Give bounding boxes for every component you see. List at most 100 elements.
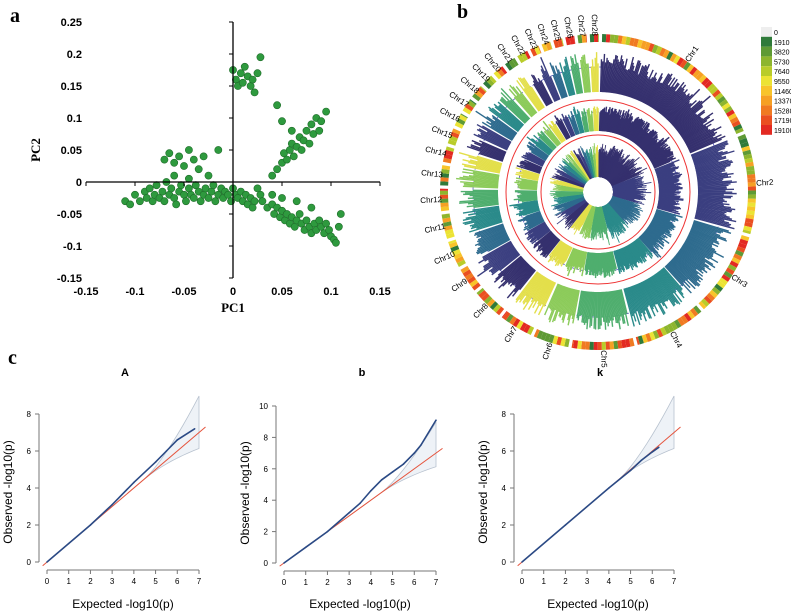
manhattan-bar (590, 148, 597, 178)
manhattan-bar (523, 88, 541, 111)
manhattan-bar (494, 106, 522, 129)
observed-point (89, 524, 92, 526)
data-point (299, 136, 308, 145)
manhattan-bar (666, 264, 684, 283)
data-point (189, 155, 198, 164)
density-cell (548, 334, 555, 344)
density-cell (577, 34, 583, 44)
manhattan-bar (462, 168, 500, 176)
data-point (273, 165, 281, 174)
manhattan-bar (690, 229, 719, 244)
data-point (240, 62, 249, 71)
density-cell (731, 120, 741, 128)
density-cell (508, 59, 517, 69)
density-cell (692, 69, 701, 78)
density-cell (735, 127, 744, 135)
manhattan-bar (593, 291, 596, 329)
density-cell (747, 178, 756, 183)
manhattan-bar (652, 275, 669, 301)
density-cell (737, 242, 747, 250)
density-cell (679, 59, 688, 69)
x-tick-label: 2 (88, 577, 93, 586)
manhattan-bar (469, 159, 502, 169)
chromosome-label: Chr14 (424, 145, 448, 159)
chromosome-label: Chr4 (668, 330, 684, 350)
manhattan-bar (476, 235, 509, 252)
data-point (170, 171, 179, 180)
observed-point (348, 511, 350, 514)
manhattan-bar (673, 256, 700, 280)
observed-point (359, 502, 361, 505)
manhattan-bar (694, 155, 727, 166)
density-cell (656, 328, 664, 338)
manhattan-bar (652, 84, 669, 109)
manhattan-bar (469, 194, 499, 197)
manhattan-bar (648, 73, 670, 107)
data-point (278, 194, 286, 202)
y-tick-label: 6 (502, 447, 507, 456)
manhattan-bar (672, 257, 702, 283)
density-cell (593, 34, 599, 43)
density-cell (545, 41, 552, 51)
chromosome-label: Chr27 (576, 15, 587, 38)
manhattan-bar (619, 69, 627, 95)
manhattan-bar (564, 65, 574, 96)
density-cell (641, 334, 648, 344)
manhattan-bar (670, 100, 697, 125)
manhattan-bar (565, 157, 589, 182)
manhattan-bar (466, 202, 499, 208)
density-cell (677, 317, 685, 327)
manhattan-bar (670, 102, 692, 124)
manhattan-bar (578, 154, 592, 179)
y-tick-label: 2 (264, 528, 269, 537)
observed-point (46, 561, 48, 563)
x-tick-label: -0.05 (171, 286, 196, 298)
y-axis-title: Observed -log10(p) (476, 440, 490, 543)
density-cell (496, 68, 505, 77)
chromosome-label: Chr1 (683, 44, 701, 64)
density-cell (572, 340, 579, 349)
chromosome-chr5: Chr5 (571, 206, 635, 368)
x-tick-label: 1 (303, 578, 308, 587)
manhattan-bar (515, 271, 539, 301)
manhattan-bar (476, 229, 506, 243)
manhattan-bar (695, 213, 725, 222)
manhattan-bar (564, 56, 576, 95)
manhattan-bar (492, 116, 517, 135)
density-cell (733, 253, 743, 261)
manhattan-bar (511, 264, 530, 284)
chromosome-chr7: Chr7 (501, 203, 593, 344)
manhattan-bar (599, 291, 602, 326)
manhattan-bar (687, 131, 718, 148)
manhattan-bar (651, 77, 673, 109)
density-cell (447, 139, 457, 146)
density-cell (617, 340, 623, 349)
manhattan-bar (687, 133, 716, 149)
density-cell (556, 336, 563, 346)
legend-swatch (761, 95, 772, 106)
observed-point (420, 444, 422, 447)
density-cell (651, 44, 659, 54)
manhattan-bar (478, 152, 504, 162)
manhattan-bar (689, 231, 714, 244)
manhattan-bar (528, 141, 549, 157)
density-cell (747, 174, 756, 179)
manhattan-bar (696, 209, 727, 216)
manhattan-bar (685, 238, 714, 255)
qq-plot-1: A 0 2 4 6 8 0 1 2 3 4 5 6 7 Expected -log10(p) Observed… (1, 367, 206, 611)
density-cell (663, 325, 671, 335)
manhattan-bar (694, 216, 730, 227)
manhattan-bar (480, 237, 510, 255)
manhattan-bar (549, 62, 564, 99)
chromosome-chr4: Chr4 (601, 203, 702, 350)
manhattan-bar (666, 95, 690, 120)
x-tick-label: 0 (520, 577, 525, 586)
manhattan-bar (619, 289, 630, 326)
manhattan-bar (657, 271, 675, 294)
manhattan-bar (696, 208, 725, 215)
manhattan-bar (542, 120, 562, 145)
manhattan-bar (474, 231, 507, 247)
data-point (331, 238, 340, 247)
observed-point (193, 428, 196, 430)
manhattan-bar (656, 207, 681, 215)
